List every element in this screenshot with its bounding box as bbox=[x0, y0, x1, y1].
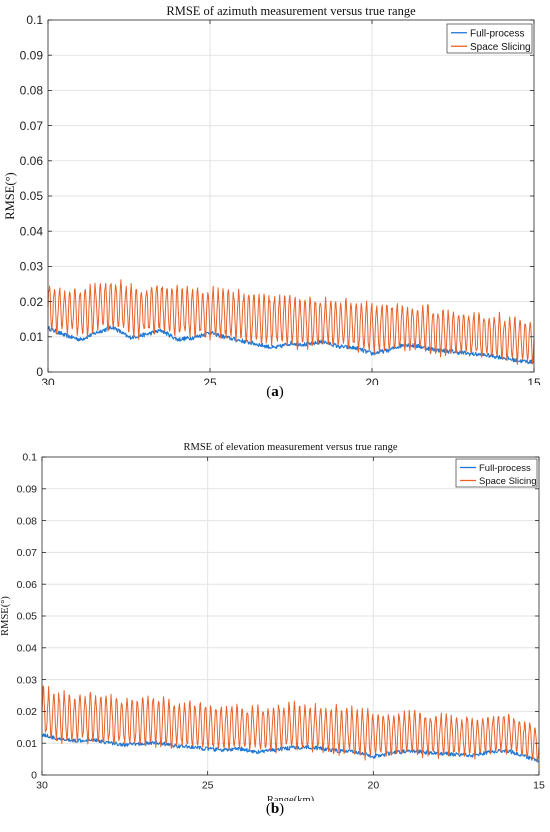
y-tick-label: 0.02 bbox=[17, 706, 38, 718]
x-axis-label: Range(km) bbox=[267, 795, 315, 801]
x-tick-label: 30 bbox=[41, 376, 55, 385]
chart-title: RMSE of azimuth measurement versus true … bbox=[166, 4, 416, 18]
y-tick-label: 0.04 bbox=[17, 642, 38, 654]
caption-a-letter: a bbox=[271, 384, 279, 400]
x-tick-label: 25 bbox=[202, 780, 214, 792]
chart-title: RMSE of elevation measurement versus tru… bbox=[183, 442, 397, 453]
series-line-space-slicing bbox=[47, 279, 535, 365]
y-tick-label: 0.1 bbox=[26, 13, 43, 27]
y-tick-label: 0.07 bbox=[17, 547, 38, 559]
azimuth-rmse-chart: RMSE of azimuth measurement versus true … bbox=[3, 4, 541, 385]
y-tick-label: 0.06 bbox=[20, 154, 44, 168]
y-tick-label: 0.06 bbox=[17, 579, 38, 591]
y-tick-label: 0.08 bbox=[17, 515, 38, 527]
x-tick-label: 25 bbox=[203, 376, 217, 385]
y-tick-label: 0.01 bbox=[20, 330, 44, 344]
elevation-rmse-chart: RMSE of elevation measurement versus tru… bbox=[0, 442, 545, 801]
legend-label: Full-process bbox=[479, 463, 531, 474]
y-tick-label: 0 bbox=[36, 365, 43, 379]
y-tick-label: 0.07 bbox=[20, 119, 44, 133]
legend-box bbox=[455, 458, 538, 488]
y-tick-label: 0.03 bbox=[20, 260, 44, 274]
chart-panel-a: RMSE of azimuth measurement versus true … bbox=[3, 4, 541, 400]
y-tick-label: 0.05 bbox=[17, 611, 38, 623]
caption-b-letter: b bbox=[270, 801, 280, 817]
x-tick-label: 30 bbox=[36, 780, 48, 792]
legend-label: Space Slicing bbox=[470, 42, 531, 53]
y-axis-label: RMSE(°) bbox=[3, 172, 17, 219]
x-tick-label: 20 bbox=[365, 376, 379, 385]
x-tick-label: 15 bbox=[527, 376, 541, 385]
y-tick-label: 0.04 bbox=[20, 224, 44, 238]
legend-label: Full-process bbox=[470, 28, 524, 39]
y-tick-label: 0.05 bbox=[20, 189, 44, 203]
y-tick-label: 0.09 bbox=[17, 483, 38, 495]
y-axis-label: RMSE(°) bbox=[0, 596, 11, 636]
series-line-full-process bbox=[47, 325, 535, 365]
y-tick-label: 0.02 bbox=[20, 295, 44, 309]
series-line-full-process bbox=[41, 733, 540, 763]
caption-b: (b) bbox=[265, 801, 285, 817]
legend-box bbox=[446, 23, 533, 54]
x-tick-label: 15 bbox=[533, 780, 545, 792]
legend-label: Space Slicing bbox=[479, 476, 537, 487]
legend: Full-process Space Slicing bbox=[446, 23, 533, 54]
y-tick-label: 0.01 bbox=[17, 738, 38, 750]
series-line-space-slicing bbox=[41, 685, 540, 763]
y-tick-label: 0.08 bbox=[20, 84, 44, 98]
x-tick-label: 20 bbox=[367, 780, 379, 792]
y-tick-label: 0.09 bbox=[20, 48, 44, 62]
y-tick-label: 0 bbox=[31, 770, 37, 782]
legend: Full-process Space Slicing bbox=[455, 458, 538, 488]
caption-a: (a) bbox=[266, 384, 284, 400]
y-tick-label: 0.03 bbox=[17, 674, 38, 686]
y-tick-label: 0.1 bbox=[22, 452, 37, 464]
chart-panel-b: RMSE of elevation measurement versus tru… bbox=[0, 416, 550, 832]
